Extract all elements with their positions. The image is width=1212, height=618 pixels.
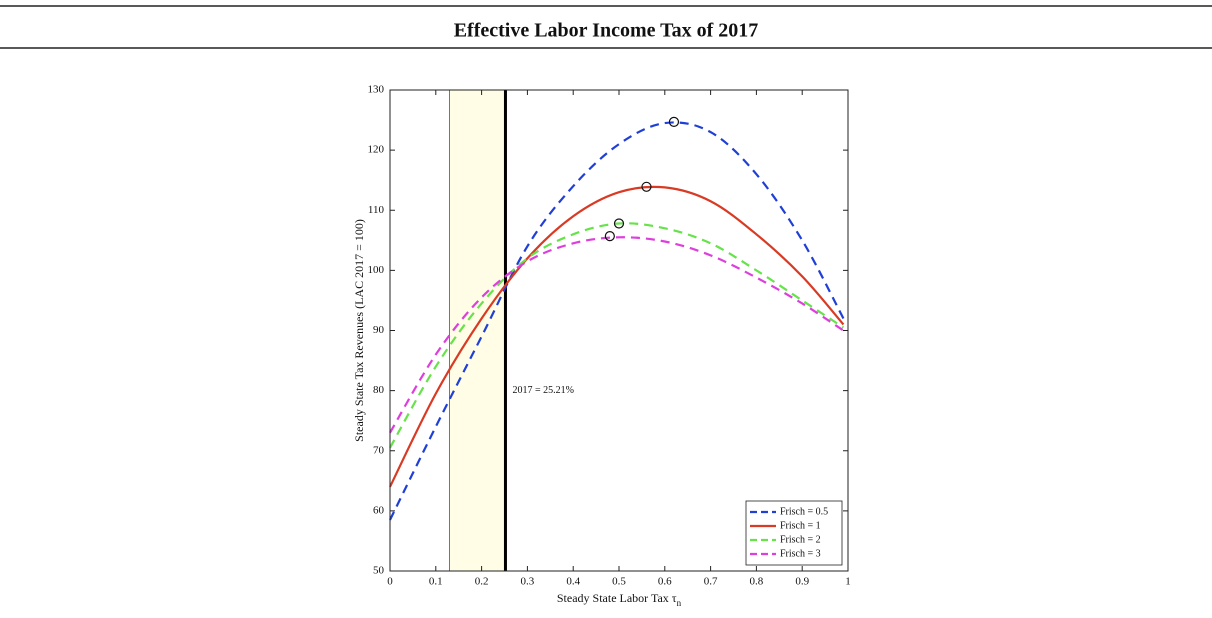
x-tick-label: 0.2 [475,576,489,588]
line-series [389,121,845,521]
chart: 0 0.1 0.2 0.3 0.4 0.5 0.6 0.7 0.8 0.9 1 50 60 70 80 90 1… [352,84,851,609]
line-series [389,185,845,488]
peak-marker [613,218,625,229]
x-tick-label: 0.3 [521,576,535,588]
y-tick-label: 70 [373,444,385,456]
x-tick-label: 1 [845,576,851,588]
annotation: 2017 = 25.21% [512,385,573,396]
legend-label: Frisch = 3 [780,548,821,559]
x-tick-label: 0.6 [658,576,672,588]
peak-marker [668,116,680,127]
legend-label: Frisch = 1 [780,520,821,531]
x-tick-label: 0.9 [795,576,809,588]
y-tick-label: 80 [373,384,385,396]
plot-frame [389,89,849,572]
y-axis-label: Steady State Tax Revenues (LAC 2017 = 10… [352,219,366,442]
x-axis-label-text: Steady State Labor Tax τ [557,591,677,605]
x-tick-label: 0.7 [704,576,718,588]
y-tick-label: 90 [373,324,385,336]
y-tick-label: 120 [368,144,385,156]
legend-label: Frisch = 2 [780,534,821,545]
peak-marker [604,231,615,242]
header-title: Effective Labor Income Tax of 2017 [454,20,759,42]
peak-marker [641,181,652,192]
y-tick-label: 130 [368,84,385,96]
highlight-band [449,89,505,572]
x-axis-label-sub: n [677,598,682,608]
x-tick-label: 0.4 [566,576,580,588]
y-tick-label: 100 [368,264,385,276]
y-tick-label: 50 [373,565,385,577]
x-tick-label: 0.5 [612,576,626,588]
x-tick-label: 0.8 [750,576,764,588]
y-tick-label: 60 [373,504,385,516]
x-tick-label: 0.1 [429,576,443,588]
line-series [389,236,845,434]
legend-label: Frisch = 0.5 [780,506,828,517]
x-tick-label: 0 [387,576,393,588]
y-tick-label: 110 [368,204,385,216]
x-axis-label: Steady State Labor Tax τn [557,591,682,608]
